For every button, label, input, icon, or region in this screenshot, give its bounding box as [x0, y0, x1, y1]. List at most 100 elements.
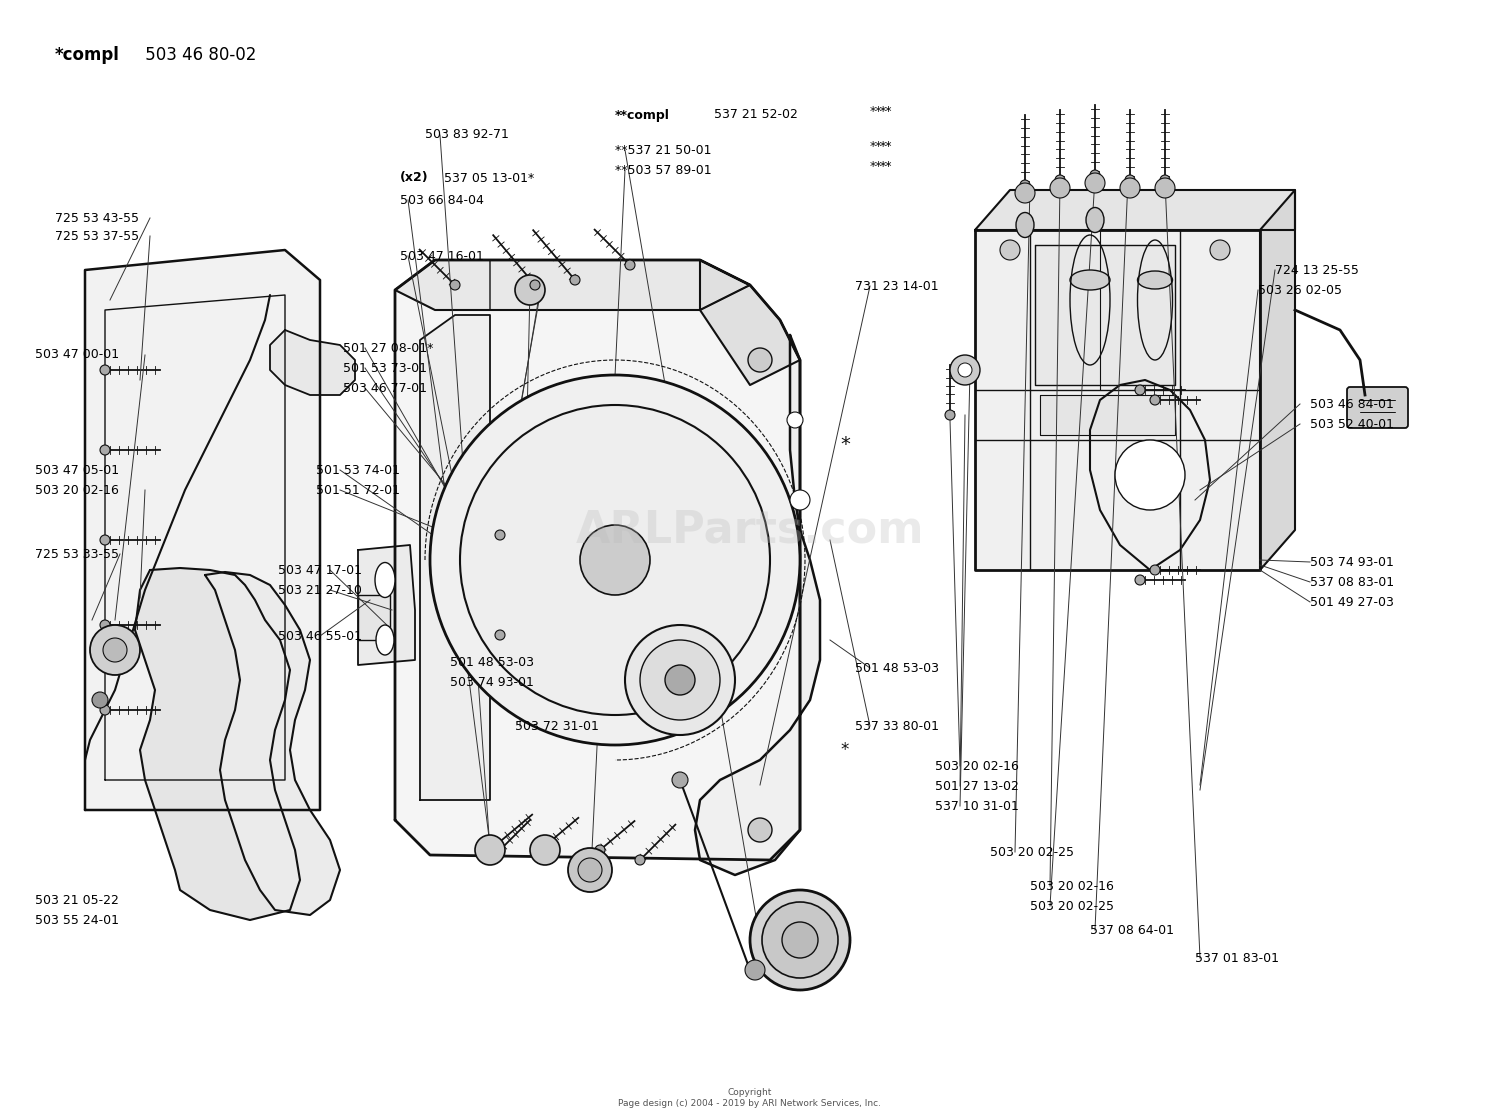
- Circle shape: [1120, 178, 1140, 198]
- Text: 501 48 53-03: 501 48 53-03: [450, 656, 534, 668]
- Circle shape: [750, 890, 850, 990]
- Text: 731 23 14-01: 731 23 14-01: [855, 280, 939, 292]
- Text: *compl: *compl: [56, 46, 120, 64]
- Polygon shape: [1144, 455, 1170, 500]
- Text: 503 47 00-01: 503 47 00-01: [34, 348, 118, 361]
- Circle shape: [664, 665, 694, 695]
- Circle shape: [596, 845, 604, 855]
- Circle shape: [748, 818, 772, 841]
- Text: **: **: [880, 105, 892, 117]
- Text: 503 46 55-01: 503 46 55-01: [278, 630, 362, 642]
- Circle shape: [495, 530, 506, 540]
- Polygon shape: [270, 330, 356, 395]
- Circle shape: [530, 280, 540, 290]
- Circle shape: [640, 640, 720, 720]
- Circle shape: [580, 525, 650, 595]
- Circle shape: [578, 858, 602, 882]
- Text: 503 21 05-22: 503 21 05-22: [34, 893, 118, 906]
- Text: 537 10 31-01: 537 10 31-01: [934, 799, 1019, 812]
- Text: 724 13 25-55: 724 13 25-55: [1275, 263, 1359, 276]
- Text: Copyright
Page design (c) 2004 - 2019 by ARI Network Services, Inc.: Copyright Page design (c) 2004 - 2019 by…: [618, 1089, 882, 1108]
- Circle shape: [1150, 565, 1160, 575]
- Text: 503 20 02-16: 503 20 02-16: [934, 760, 1019, 772]
- Polygon shape: [1260, 190, 1294, 570]
- Text: 503 20 02-25: 503 20 02-25: [990, 846, 1074, 858]
- Ellipse shape: [376, 626, 394, 655]
- Text: **: **: [880, 160, 892, 173]
- Text: 537 08 83-01: 537 08 83-01: [1310, 575, 1394, 589]
- Text: 503 46 77-01: 503 46 77-01: [344, 382, 427, 395]
- Polygon shape: [206, 572, 340, 915]
- Circle shape: [782, 922, 818, 958]
- Text: 501 53 73-01: 501 53 73-01: [344, 361, 427, 375]
- Text: 537 33 80-01: 537 33 80-01: [855, 720, 939, 733]
- Circle shape: [626, 626, 735, 735]
- Polygon shape: [1040, 395, 1174, 435]
- Polygon shape: [420, 316, 491, 800]
- Circle shape: [790, 490, 810, 510]
- Circle shape: [430, 375, 800, 745]
- Circle shape: [476, 835, 506, 865]
- Circle shape: [1020, 180, 1031, 190]
- Circle shape: [90, 626, 140, 675]
- Text: 537 08 64-01: 537 08 64-01: [1090, 923, 1174, 937]
- Text: 503 21 27-10: 503 21 27-10: [278, 583, 362, 596]
- Circle shape: [490, 850, 500, 861]
- Text: **: **: [870, 140, 882, 153]
- Circle shape: [104, 638, 128, 662]
- Text: *: *: [840, 435, 850, 454]
- Circle shape: [1125, 175, 1136, 185]
- Text: 503 74 93-01: 503 74 93-01: [450, 676, 534, 688]
- Circle shape: [100, 620, 109, 630]
- Text: **compl: **compl: [615, 109, 670, 122]
- Circle shape: [100, 705, 109, 715]
- Polygon shape: [86, 250, 320, 810]
- Circle shape: [950, 355, 980, 385]
- Text: 725 53 43-55: 725 53 43-55: [56, 211, 140, 225]
- Circle shape: [634, 855, 645, 865]
- Text: 503 20 02-25: 503 20 02-25: [1030, 900, 1114, 912]
- Circle shape: [1084, 173, 1106, 192]
- Text: 503 47 17-01: 503 47 17-01: [278, 564, 362, 576]
- Circle shape: [1136, 385, 1144, 395]
- Circle shape: [1090, 170, 1100, 180]
- Circle shape: [1160, 175, 1170, 185]
- Text: (x2): (x2): [400, 171, 429, 185]
- FancyBboxPatch shape: [1347, 387, 1408, 427]
- Ellipse shape: [1137, 271, 1173, 289]
- Circle shape: [100, 445, 109, 455]
- Circle shape: [568, 848, 612, 892]
- Circle shape: [1000, 239, 1020, 260]
- Text: 503 46 84-01: 503 46 84-01: [1310, 397, 1394, 411]
- Text: 503 46 80-02: 503 46 80-02: [140, 46, 256, 64]
- Circle shape: [788, 412, 802, 427]
- Text: 725 53 33-55: 725 53 33-55: [34, 547, 118, 561]
- Text: 503 47 16-01: 503 47 16-01: [400, 250, 484, 263]
- Text: 501 27 08-01*: 501 27 08-01*: [344, 341, 433, 355]
- Text: 503 52 40-01: 503 52 40-01: [1310, 417, 1394, 431]
- Polygon shape: [394, 260, 800, 861]
- Polygon shape: [700, 260, 800, 385]
- Text: 501 49 27-03: 501 49 27-03: [1310, 595, 1394, 609]
- Polygon shape: [975, 190, 1294, 231]
- Circle shape: [672, 772, 688, 788]
- Ellipse shape: [1016, 213, 1034, 237]
- Text: 501 48 53-03: 501 48 53-03: [855, 661, 939, 675]
- Text: 503 74 93-01: 503 74 93-01: [1310, 555, 1394, 568]
- Circle shape: [484, 845, 495, 855]
- Circle shape: [746, 960, 765, 980]
- Text: 725 53 37-55: 725 53 37-55: [56, 229, 140, 243]
- Circle shape: [945, 410, 956, 420]
- Circle shape: [460, 405, 770, 715]
- Circle shape: [450, 280, 460, 290]
- Text: 501 53 74-01: 501 53 74-01: [316, 463, 400, 477]
- Circle shape: [92, 692, 108, 708]
- Text: 503 55 24-01: 503 55 24-01: [34, 913, 118, 927]
- Text: 503 83 92-71: 503 83 92-71: [424, 129, 508, 141]
- Polygon shape: [135, 568, 300, 920]
- Circle shape: [495, 630, 506, 640]
- Circle shape: [626, 260, 634, 270]
- Polygon shape: [1035, 245, 1174, 385]
- Circle shape: [514, 275, 544, 305]
- Circle shape: [1210, 239, 1230, 260]
